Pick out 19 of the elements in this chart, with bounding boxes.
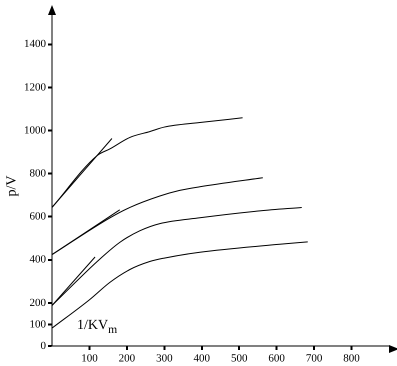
y-tick-label: 600: [30, 210, 46, 223]
y-tick-label: 1000: [24, 124, 46, 136]
x-tick-label: 200: [118, 352, 136, 364]
x-tick-label: 100: [81, 352, 98, 364]
y-tick-label: 400: [30, 254, 46, 266]
x-tick-label: 500: [230, 352, 248, 364]
x-tick-label: 600: [268, 352, 286, 364]
y-axis-title: p/V: [4, 176, 20, 196]
y-tick-label: 800: [30, 168, 46, 180]
x-tick-label: 700: [306, 352, 323, 364]
y-tick-label: 1200: [24, 81, 46, 94]
x-axis-title: 1/KV$_{m}$: [77, 318, 118, 336]
y-tick-label: 0: [40, 340, 46, 352]
x-tick-label: 800: [343, 352, 360, 364]
y-tick-label: 1400: [24, 38, 46, 50]
y-tick-label: 100: [30, 318, 46, 330]
y-tick-label: 200: [30, 296, 46, 309]
x-tick-label: 300: [156, 352, 174, 364]
x-tick-label: 400: [194, 352, 211, 364]
